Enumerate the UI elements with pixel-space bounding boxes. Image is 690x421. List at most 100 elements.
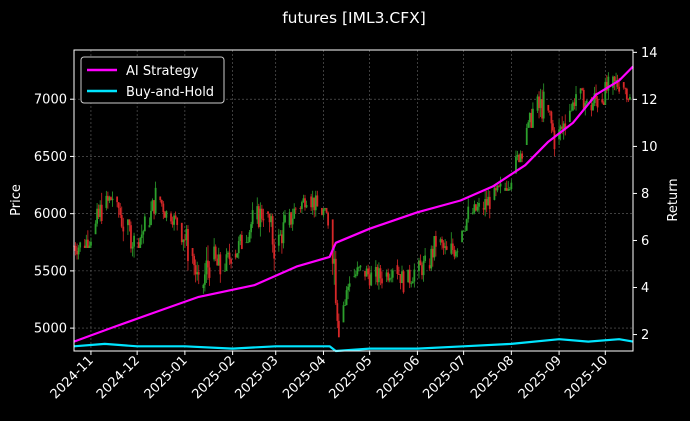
candle-body [467, 206, 470, 220]
candle-body [150, 210, 152, 226]
y-left-tick-label: 5000 [34, 322, 67, 337]
candle-body [282, 222, 285, 244]
candle-body [418, 260, 420, 271]
candle-body [291, 218, 294, 225]
candle-body [316, 195, 319, 207]
candle-body [442, 242, 445, 248]
candle-body [160, 200, 163, 204]
y-right-tick-label: 14 [641, 46, 658, 61]
candle-body [570, 110, 573, 112]
candle-body [202, 284, 205, 289]
candle-body [367, 268, 370, 275]
candle-body [532, 108, 534, 128]
candle-body [552, 123, 554, 131]
candle-body [527, 122, 530, 128]
candle-body [627, 99, 630, 100]
candle-body [327, 212, 329, 226]
candle-body [236, 253, 239, 258]
candle-body [302, 198, 305, 203]
candle-body [159, 196, 162, 201]
candle-body [224, 270, 226, 272]
candle-body [90, 241, 92, 246]
candle-body [504, 188, 507, 191]
candle-body [365, 268, 368, 277]
candle-body [259, 208, 262, 227]
candle-body [162, 203, 165, 213]
candle-body [288, 212, 291, 226]
candle-body [484, 199, 487, 210]
candle-body [612, 76, 614, 88]
candle-body [519, 153, 522, 163]
plot-frame [73, 49, 634, 352]
candle-body [173, 215, 175, 225]
candle-body [604, 81, 607, 105]
candle-body [196, 272, 199, 275]
candle-body [402, 271, 405, 293]
candle-body [325, 207, 328, 213]
candle-body [370, 272, 373, 286]
y-right-tick-label: 12 [641, 93, 658, 108]
candle-body [618, 86, 621, 92]
candle-body [234, 253, 237, 258]
candle-body [607, 76, 610, 91]
candle-body [85, 239, 88, 248]
candle-body [368, 274, 371, 286]
candle-body [453, 249, 456, 257]
price-candles [73, 72, 631, 338]
candle-body [83, 245, 86, 248]
candle-body [153, 200, 155, 214]
candle-body [441, 239, 443, 243]
candle-body [321, 207, 323, 215]
candle-body [251, 210, 254, 225]
candle-body [213, 246, 216, 260]
candle-body [313, 197, 316, 211]
candle-body [581, 88, 584, 90]
candle-body [216, 258, 219, 266]
y-axis-left-title: Price [9, 184, 24, 216]
candle-body [421, 265, 423, 276]
candle-body [465, 219, 468, 231]
candle-body [575, 94, 577, 106]
candle-body [171, 221, 174, 225]
candle-body [505, 188, 508, 191]
candle-body [180, 222, 183, 243]
candle-body [424, 255, 427, 261]
candle-body [176, 217, 179, 225]
candle-body [105, 195, 108, 208]
candle-body [214, 246, 217, 259]
candle-body [260, 208, 263, 219]
candle-body [193, 256, 196, 266]
candle-body [131, 246, 134, 249]
candle-body [331, 219, 334, 264]
candle-body [314, 195, 317, 211]
candle-body [99, 204, 102, 218]
candle-body [499, 183, 502, 187]
candle-body [324, 207, 326, 210]
y-axis-right-title: Return [666, 178, 681, 221]
candle-body [508, 188, 511, 190]
candle-body [119, 208, 122, 216]
candle-body [378, 268, 380, 283]
candle-body [445, 246, 448, 250]
candle-body [410, 283, 413, 285]
candle-body [163, 212, 166, 218]
candle-body [137, 242, 140, 248]
candle-body [539, 99, 542, 109]
candle-body [301, 202, 303, 209]
candle-body [381, 278, 383, 284]
candle-body [582, 89, 585, 109]
candle-body [154, 187, 157, 214]
candle-body [482, 207, 485, 210]
candle-body [305, 205, 308, 208]
candle-body [117, 202, 120, 209]
candle-body [110, 197, 112, 201]
candle-body [217, 254, 220, 266]
candle-body [116, 196, 119, 203]
candle-body [227, 252, 229, 255]
candle-body [411, 281, 414, 284]
candle-body [257, 206, 260, 227]
candle-body [471, 212, 474, 214]
candle-body [207, 260, 209, 268]
candle-body [237, 241, 240, 254]
y-right-tick-label: 10 [641, 140, 658, 155]
